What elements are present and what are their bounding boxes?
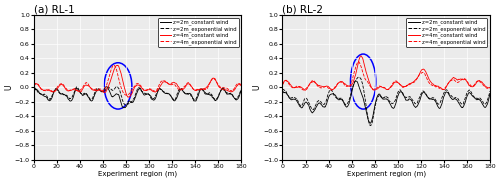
Legend: z=2m_constant wind, z=2m_exponential wind, z=4m_constant wind, z=4m_exponential : z=2m_constant wind, z=2m_exponential win… [158, 18, 239, 47]
Text: (b) RL-2: (b) RL-2 [282, 4, 324, 14]
Y-axis label: U: U [253, 85, 262, 90]
Legend: z=2m_constant wind, z=2m_exponential wind, z=4m_constant wind, z=4m_exponential : z=2m_constant wind, z=2m_exponential win… [406, 18, 488, 47]
Text: (a) RL-1: (a) RL-1 [34, 4, 74, 14]
X-axis label: Experiment region (m): Experiment region (m) [346, 170, 426, 177]
Y-axis label: U: U [4, 85, 13, 90]
X-axis label: Experiment region (m): Experiment region (m) [98, 170, 177, 177]
